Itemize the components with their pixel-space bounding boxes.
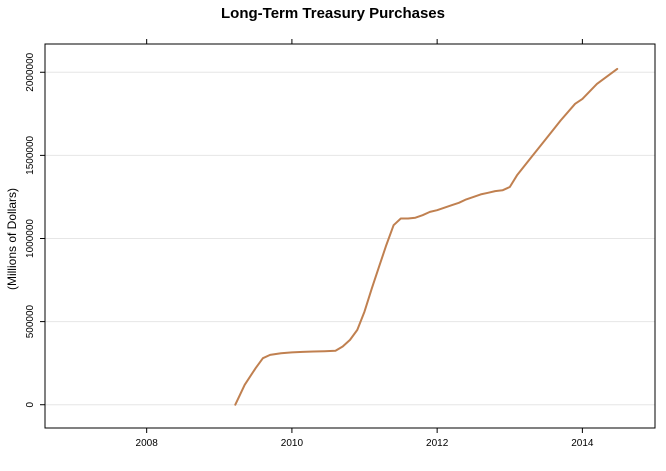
- y-axis-label: (Millions of Dollars): [5, 188, 19, 290]
- chart-title: Long-Term Treasury Purchases: [221, 5, 445, 22]
- x-tick-label: 2008: [136, 438, 159, 449]
- plot-area: [234, 67, 619, 406]
- grid-lines: [45, 71, 655, 406]
- y-tick-label: 1000000: [25, 219, 36, 258]
- x-tick-label: 2014: [571, 438, 594, 449]
- y-tick-label: 2000000: [25, 52, 36, 91]
- plot-frame: [44, 43, 656, 429]
- x-tick-label: 2012: [426, 438, 449, 449]
- y-tick-label: 1500000: [25, 135, 36, 174]
- axis-ticks: 0 500000 1000000 1500000 2000000 2008 2010 2012…: [25, 39, 594, 449]
- y-tick-label: 0: [25, 402, 36, 408]
- series-line: [234, 67, 619, 406]
- x-tick-label: 2010: [281, 438, 304, 449]
- y-tick-label: 500000: [25, 304, 36, 338]
